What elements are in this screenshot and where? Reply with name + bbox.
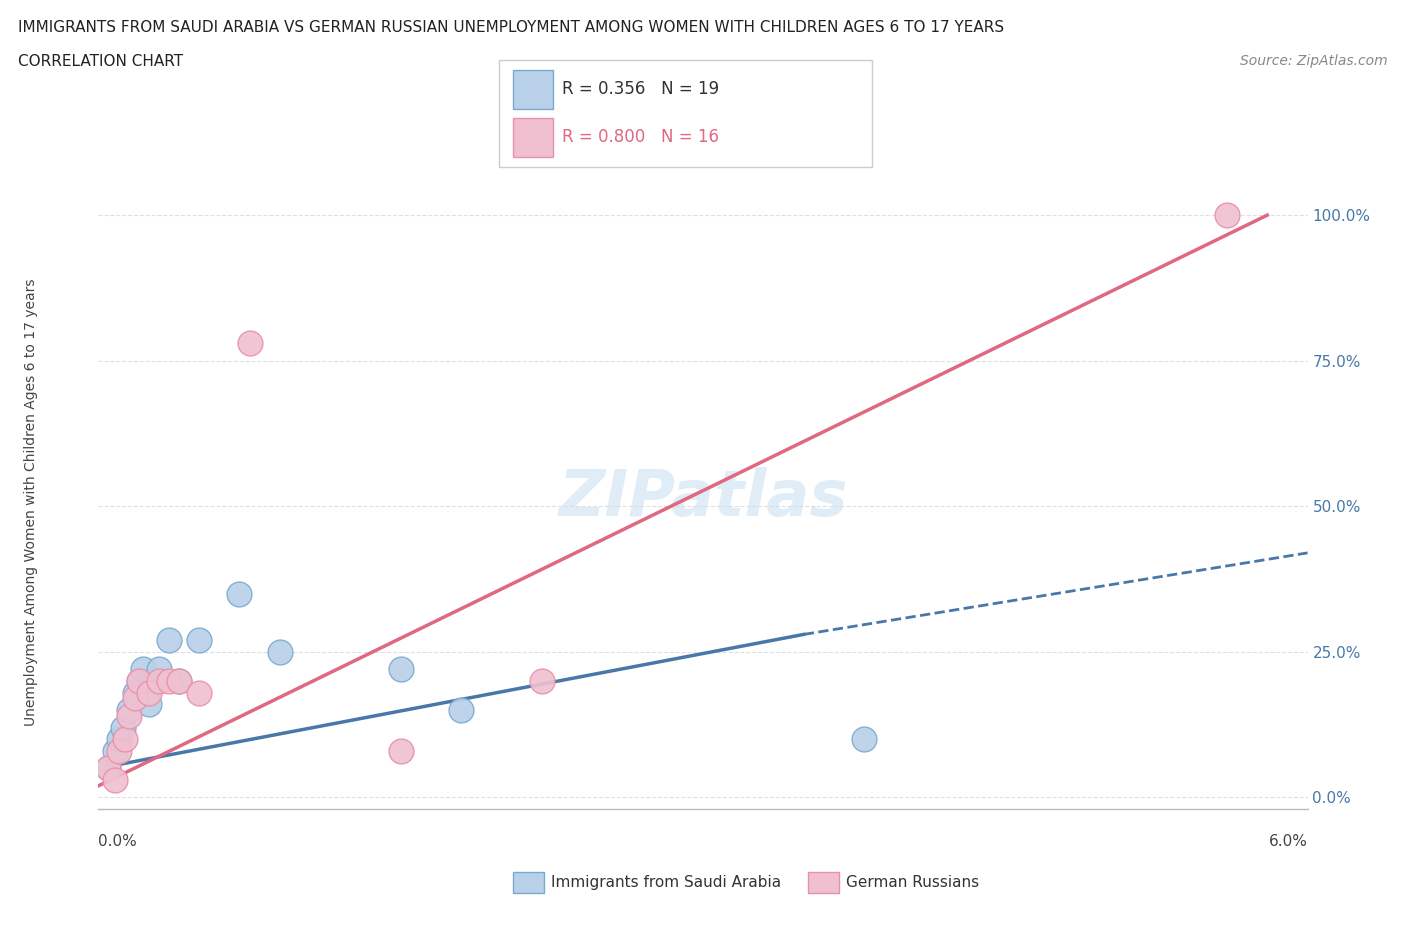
Text: R = 0.800   N = 16: R = 0.800 N = 16 [562, 128, 720, 146]
Point [111, 720, 134, 735]
Point [138, 685, 160, 700]
Text: ZIPatlas: ZIPatlas [558, 467, 848, 528]
Point [853, 732, 876, 747]
Point [103, 773, 125, 788]
Point [124, 685, 146, 700]
Point [97, 761, 120, 776]
Text: Unemployment Among Women with Children Ages 6 to 17 years: Unemployment Among Women with Children A… [24, 278, 38, 726]
Text: IMMIGRANTS FROM SAUDI ARABIA VS GERMAN RUSSIAN UNEMPLOYMENT AMONG WOMEN WITH CHI: IMMIGRANTS FROM SAUDI ARABIA VS GERMAN R… [18, 20, 1004, 35]
Point [114, 732, 136, 747]
Point [530, 673, 553, 688]
Point [143, 673, 166, 688]
Point [103, 743, 125, 758]
Point [167, 673, 190, 688]
Point [118, 703, 141, 718]
Point [118, 709, 141, 724]
Point [97, 761, 120, 776]
Point [239, 336, 262, 351]
Point [132, 662, 155, 677]
Point [269, 644, 291, 659]
Point [107, 743, 129, 758]
Point [157, 673, 180, 688]
Text: Immigrants from Saudi Arabia: Immigrants from Saudi Arabia [551, 875, 782, 890]
Point [389, 743, 412, 758]
Text: German Russians: German Russians [846, 875, 980, 890]
Point [450, 703, 472, 718]
Text: R = 0.356   N = 19: R = 0.356 N = 19 [562, 80, 720, 99]
Point [228, 586, 250, 601]
Point [167, 673, 190, 688]
Point [188, 632, 211, 647]
Text: 6.0%: 6.0% [1268, 834, 1308, 849]
Point [128, 673, 150, 688]
Point [148, 662, 170, 677]
Point [389, 662, 412, 677]
Point [107, 732, 129, 747]
Point [124, 691, 146, 706]
Point [1216, 207, 1239, 222]
Point [188, 685, 211, 700]
Point [138, 697, 160, 711]
Point [148, 673, 170, 688]
Text: CORRELATION CHART: CORRELATION CHART [18, 54, 183, 69]
Point [128, 673, 150, 688]
Text: 0.0%: 0.0% [98, 834, 138, 849]
Point [157, 632, 180, 647]
Text: Source: ZipAtlas.com: Source: ZipAtlas.com [1240, 54, 1388, 68]
